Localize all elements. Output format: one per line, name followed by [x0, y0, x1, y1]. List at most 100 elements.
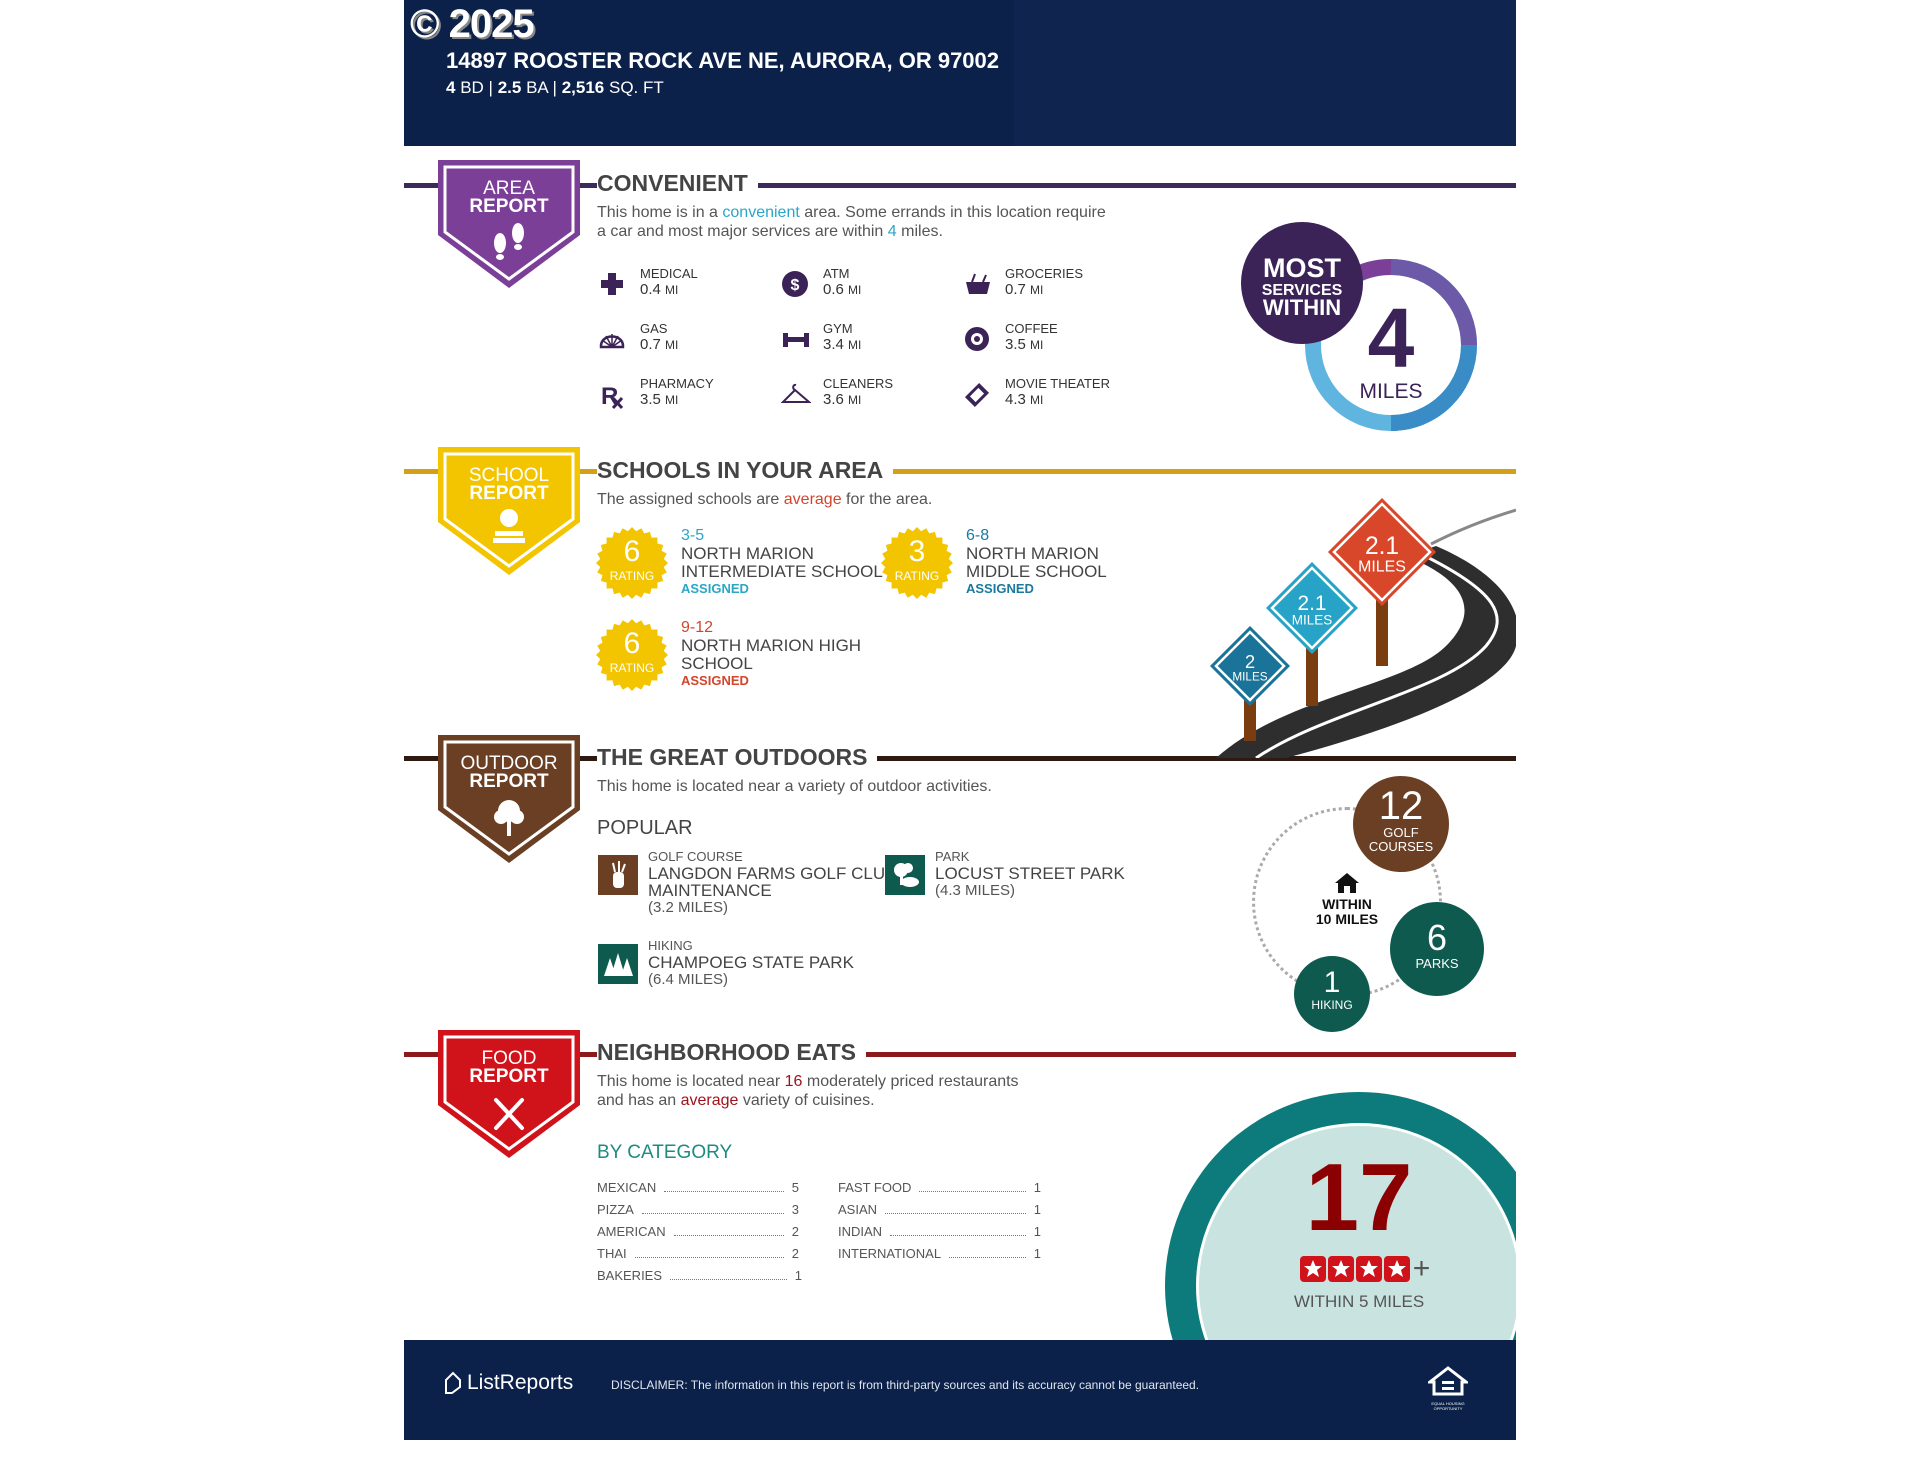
service-distance: 3.5 MI	[640, 391, 679, 408]
svg-text:MILES: MILES	[1358, 558, 1406, 575]
service-distance: 0.7 MI	[1005, 281, 1044, 298]
equal-housing-icon: EQUAL HOUSING OPPORTUNITY	[1425, 1366, 1471, 1411]
service-distance: 4.3 MI	[1005, 391, 1044, 408]
service-gas: GAS 0.7 MI	[598, 321, 778, 361]
service-pharmacy: R PHARMACY 3.5 MI	[598, 376, 778, 416]
svg-text:$: $	[791, 277, 800, 294]
service-name: MOVIE THEATER	[1005, 376, 1110, 391]
svg-text:2: 2	[1245, 652, 1255, 672]
category-row: INDIAN 1	[838, 1224, 1041, 1239]
school-rating-badge: 6 RATING	[596, 527, 668, 599]
summary-services: SERVICES	[1262, 282, 1343, 299]
disclaimer: DISCLAIMER: The information in this repo…	[611, 1378, 1200, 1392]
within-10-miles: WITHIN 10 MILES	[1297, 872, 1397, 927]
service-cleaners: CLEANERS 3.6 MI	[781, 376, 961, 416]
coffee-icon	[965, 327, 989, 351]
golf-bag-icon	[598, 855, 638, 895]
school-rating-badge: 3 RATING	[881, 527, 953, 599]
shell-icon	[599, 334, 625, 349]
svg-text:R: R	[601, 383, 618, 410]
category-row: INTERNATIONAL 1	[838, 1246, 1041, 1261]
listreports-logo-icon	[445, 1371, 461, 1394]
service-distance: 3.6 MI	[823, 391, 862, 408]
rx-icon: R	[601, 383, 624, 410]
popular-item-golf: GOLF COURSE LANGDON FARMS GOLF CLUB MAINTE…	[648, 849, 897, 916]
category-row: MEXICAN 5	[597, 1180, 799, 1195]
service-medical: MEDICAL 0.4 MI	[598, 266, 778, 306]
parks-count: 6 PARKS	[1390, 902, 1484, 996]
section-title-schools: SCHOOLS IN YOUR AREA	[597, 456, 894, 484]
fork-knife-icon	[494, 1098, 524, 1130]
summary-unit: MILES	[1359, 380, 1422, 403]
service-distance: 0.7 MI	[640, 336, 679, 353]
svg-text:2.1: 2.1	[1297, 592, 1326, 615]
section-divider	[404, 183, 1516, 188]
hiking-count: 1 HIKING	[1294, 956, 1370, 1032]
section-divider	[404, 469, 1516, 474]
popular-label: POPULAR	[597, 817, 693, 839]
category-row: FAST FOOD 1	[838, 1180, 1041, 1195]
pine-trees-icon	[598, 944, 638, 984]
service-name: PHARMACY	[640, 376, 714, 391]
star-rating: +	[1290, 1254, 1440, 1284]
category-row: BAKERIES 1	[597, 1268, 802, 1283]
outdoors-description: This home is located near a variety of o…	[597, 778, 992, 795]
service-gym: GYM 3.4 MI	[781, 321, 961, 361]
medical-cross-icon	[601, 273, 623, 295]
listreports-logo[interactable]: ListReports	[443, 1371, 573, 1395]
service-distance: 0.6 MI	[823, 281, 862, 298]
school-item[interactable]: 3-5 NORTH MARION INTERMEDIATE SCHOOL ASSI…	[681, 527, 883, 596]
outdoor-report-badge: OUTDOOR REPORT	[438, 735, 580, 863]
school-report-badge: SCHOOL REPORT	[438, 447, 580, 575]
dumbbell-icon	[783, 333, 809, 347]
by-category-label: BY CATEGORY	[597, 1142, 733, 1163]
school-item[interactable]: 6-8 NORTH MARION MIDDLE SCHOOL ASSIGNED	[966, 527, 1107, 596]
popular-item-hiking: HIKING CHAMPOEG STATE PARK (6.4 MILES)	[648, 938, 854, 988]
service-name: GYM	[823, 321, 853, 336]
apple-books-icon	[493, 509, 525, 543]
star-icon	[1383, 1256, 1410, 1282]
food-description: This home is located near 16 moderately …	[597, 1073, 1019, 1109]
service-name: MEDICAL	[640, 266, 698, 281]
svg-text:MILES: MILES	[1232, 670, 1267, 683]
summary-most: MOST	[1263, 253, 1342, 283]
hanger-icon	[781, 383, 811, 403]
service-movie-theater: MOVIE THEATER 4.3 MI	[963, 376, 1143, 416]
category-row: THAI 2	[597, 1246, 799, 1261]
service-distance: 3.4 MI	[823, 336, 862, 353]
section-title-eats: NEIGHBORHOOD EATS	[597, 1038, 866, 1066]
footprints-icon	[494, 223, 524, 260]
star-icon	[1355, 1256, 1382, 1282]
service-name: GROCERIES	[1005, 266, 1084, 281]
service-name: CLEANERS	[823, 376, 894, 391]
star-icon	[1327, 1256, 1354, 1282]
restaurants-count: 17	[1305, 1144, 1413, 1251]
distance-sign: 2.1 MILES	[1266, 562, 1358, 654]
ticket-icon	[964, 382, 990, 408]
section-divider	[404, 756, 1516, 761]
grocery-basket-icon	[966, 273, 990, 294]
area-description: This home is in a convenient area. Some …	[597, 204, 1106, 240]
section-title-convenient: CONVENIENT	[597, 169, 758, 197]
summary-within: WITHIN	[1263, 295, 1341, 320]
footer	[404, 1340, 1516, 1440]
tree-icon	[494, 800, 524, 836]
school-item[interactable]: 9-12 NORTH MARION HIGH SCHOOL ASSIGNED	[681, 619, 862, 688]
service-distance: 0.4 MI	[640, 281, 679, 298]
food-report-badge: FOOD REPORT	[438, 1030, 580, 1158]
distance-sign: 2.1 MILES	[1328, 498, 1436, 606]
service-atm: $ ATM 0.6 MI	[781, 266, 961, 306]
section-title-outdoors: THE GREAT OUTDOORS	[597, 743, 878, 771]
home-icon	[1335, 873, 1359, 893]
service-coffee: COFFEE 3.5 MI	[963, 321, 1143, 361]
schools-description: The assigned schools are average for the…	[597, 491, 933, 508]
category-row: ASIAN 1	[838, 1202, 1041, 1217]
popular-item-park: PARK LOCUST STREET PARK (4.3 MILES)	[935, 849, 1125, 899]
service-groceries: GROCERIES 0.7 MI	[963, 266, 1143, 306]
property-address: 14897 ROOSTER ROCK AVE NE, AURORA, OR 97…	[446, 48, 1000, 73]
star-icon	[1299, 1256, 1326, 1282]
within-5-miles: WITHIN 5 MILES	[1293, 1292, 1425, 1311]
copyright: © 2025	[410, 2, 535, 46]
category-row: AMERICAN 2	[597, 1224, 799, 1239]
park-icon	[885, 855, 925, 895]
